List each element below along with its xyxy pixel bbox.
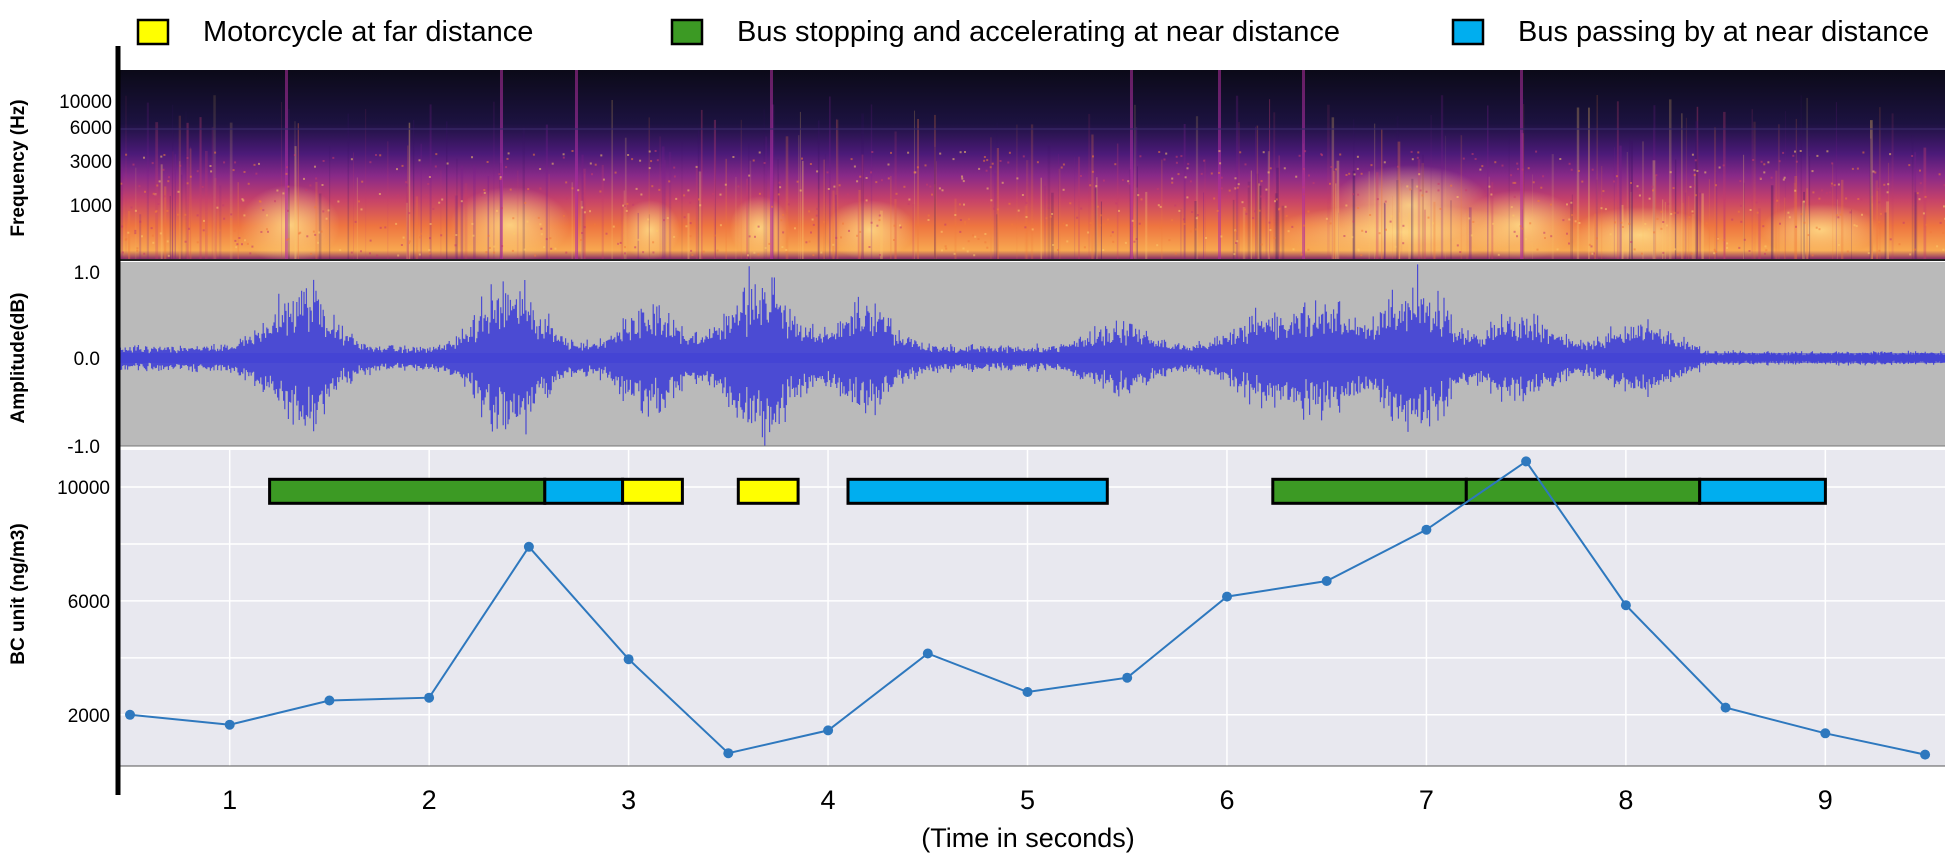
bc-data-point bbox=[823, 725, 834, 736]
event-bar bbox=[1698, 477, 1827, 505]
bc-y-tick-label: 10000 bbox=[57, 478, 110, 499]
event-bar bbox=[268, 477, 547, 505]
event-bar bbox=[621, 477, 684, 505]
bc-y-tick-label: 2000 bbox=[68, 706, 110, 727]
legend-swatch bbox=[1451, 18, 1485, 46]
spectrogram-y-ticks: 10000 6000 3000 1000 bbox=[59, 92, 112, 217]
event-bar bbox=[1271, 477, 1468, 505]
bc-data-point bbox=[523, 541, 534, 552]
bc-data-point bbox=[1620, 600, 1631, 611]
event-bar bbox=[1464, 477, 1702, 505]
x-tick-label: 3 bbox=[621, 785, 636, 815]
legend-label: Bus stopping and accelerating at near di… bbox=[737, 16, 1340, 48]
spectrogram-features bbox=[118, 70, 1945, 260]
bc-data-point bbox=[1720, 702, 1731, 713]
spectrogram-tick-label: 10000 bbox=[59, 92, 112, 113]
waveform-tick-label: 1.0 bbox=[74, 263, 100, 284]
event-bars bbox=[268, 477, 1827, 505]
bc-data-point bbox=[1521, 456, 1532, 467]
waveform-y-label: Amplitude(dB) bbox=[8, 293, 29, 424]
x-tick-label: 8 bbox=[1618, 785, 1633, 815]
bc-data-point bbox=[623, 654, 634, 665]
x-tick-label: 2 bbox=[422, 785, 437, 815]
bc-data-point bbox=[1222, 591, 1232, 602]
bc-y-ticks: 10000 6000 2000 bbox=[57, 478, 110, 727]
spectrogram-tick-label: 6000 bbox=[70, 118, 112, 139]
bc-data-point bbox=[1820, 728, 1831, 739]
bc-data-point bbox=[1022, 687, 1033, 697]
x-tick-label: 6 bbox=[1219, 785, 1234, 815]
spectrogram-y-label: Frequency (Hz) bbox=[8, 99, 29, 236]
spectrogram-tick-label: 3000 bbox=[70, 152, 112, 173]
x-tick-label: 5 bbox=[1020, 785, 1035, 815]
legend-label: Bus passing by at near distance bbox=[1518, 16, 1929, 48]
legend-swatch bbox=[136, 18, 170, 46]
legend-label: Motorcycle at far distance bbox=[203, 16, 533, 48]
bc-data-point bbox=[324, 695, 335, 706]
bc-data-point bbox=[1421, 524, 1432, 535]
x-axis-label: (Time in seconds) bbox=[921, 823, 1135, 853]
bc-data-point bbox=[922, 648, 933, 659]
event-bar bbox=[846, 477, 1109, 505]
waveform-panel: 1.0 0.0 -1.0 Amplitude(dB) bbox=[8, 262, 1945, 458]
bc-data-point bbox=[723, 748, 734, 759]
event-bar bbox=[543, 477, 625, 505]
x-tick-label: 1 bbox=[222, 785, 237, 815]
bc-series bbox=[125, 456, 1931, 760]
bc-data-point bbox=[1321, 576, 1332, 586]
waveform-trace bbox=[118, 264, 1945, 446]
bc-data-point bbox=[424, 692, 435, 703]
event-bar bbox=[736, 477, 800, 505]
waveform-tick-label: -1.0 bbox=[67, 437, 100, 458]
bc-data-point bbox=[125, 709, 135, 720]
x-tick-label: 4 bbox=[821, 785, 836, 815]
bc-y-tick-label: 6000 bbox=[68, 592, 110, 613]
waveform-tick-label: 0.0 bbox=[74, 349, 100, 370]
legend-swatch bbox=[670, 18, 704, 46]
bc-data-point bbox=[1920, 749, 1931, 760]
legend: Motorcycle at far distance Bus stopping a… bbox=[136, 16, 1929, 48]
bc-data-point bbox=[1122, 672, 1133, 683]
x-ticks: 1 2 3 4 5 6 7 8 9 bbox=[222, 785, 1833, 815]
bc-data-point bbox=[224, 719, 235, 730]
x-tick-label: 7 bbox=[1419, 785, 1434, 815]
spectrogram-tick-label: 1000 bbox=[70, 196, 112, 217]
spectrogram-panel: 10000 6000 3000 1000 Frequency (Hz) bbox=[8, 70, 1945, 261]
bc-y-label: BC unit (ng/m3) bbox=[8, 523, 29, 664]
x-tick-label: 9 bbox=[1818, 785, 1833, 815]
bc-chart-panel: 10000 6000 2000 BC unit (ng/m3) bbox=[8, 450, 1945, 767]
waveform-y-ticks: 1.0 0.0 -1.0 bbox=[67, 263, 100, 458]
